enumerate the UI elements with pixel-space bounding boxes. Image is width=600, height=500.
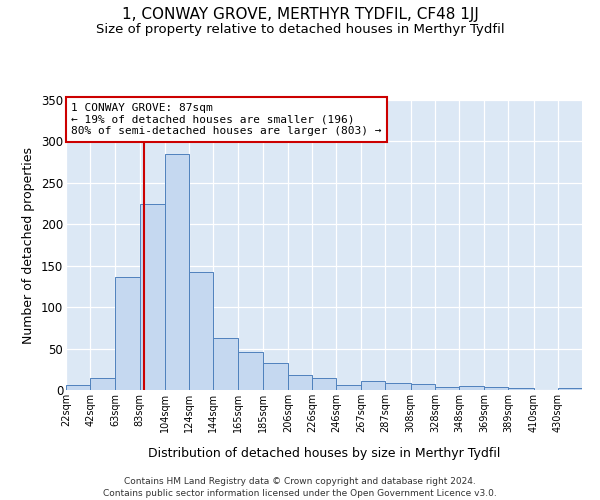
Text: Distribution of detached houses by size in Merthyr Tydfil: Distribution of detached houses by size … — [148, 448, 500, 460]
Bar — [411, 384, 435, 390]
Bar — [312, 378, 336, 390]
Bar — [140, 204, 165, 390]
Bar — [459, 386, 484, 390]
Bar — [213, 338, 238, 390]
Bar — [165, 154, 189, 390]
Text: Contains HM Land Registry data © Crown copyright and database right 2024.
Contai: Contains HM Land Registry data © Crown c… — [103, 476, 497, 498]
Bar — [385, 384, 411, 390]
Text: Size of property relative to detached houses in Merthyr Tydfil: Size of property relative to detached ho… — [95, 22, 505, 36]
Bar — [558, 388, 582, 390]
Bar — [238, 352, 263, 390]
Bar — [435, 386, 459, 390]
Text: 1, CONWAY GROVE, MERTHYR TYDFIL, CF48 1JJ: 1, CONWAY GROVE, MERTHYR TYDFIL, CF48 1J… — [122, 8, 478, 22]
Bar — [263, 364, 288, 390]
Bar — [361, 381, 385, 390]
Bar — [189, 272, 213, 390]
Bar — [484, 386, 508, 390]
Bar — [288, 375, 312, 390]
Bar — [90, 378, 115, 390]
Y-axis label: Number of detached properties: Number of detached properties — [22, 146, 35, 344]
Bar — [66, 385, 90, 390]
Text: 1 CONWAY GROVE: 87sqm
← 19% of detached houses are smaller (196)
80% of semi-det: 1 CONWAY GROVE: 87sqm ← 19% of detached … — [71, 103, 382, 136]
Bar — [115, 278, 140, 390]
Bar — [508, 388, 534, 390]
Bar — [336, 385, 361, 390]
